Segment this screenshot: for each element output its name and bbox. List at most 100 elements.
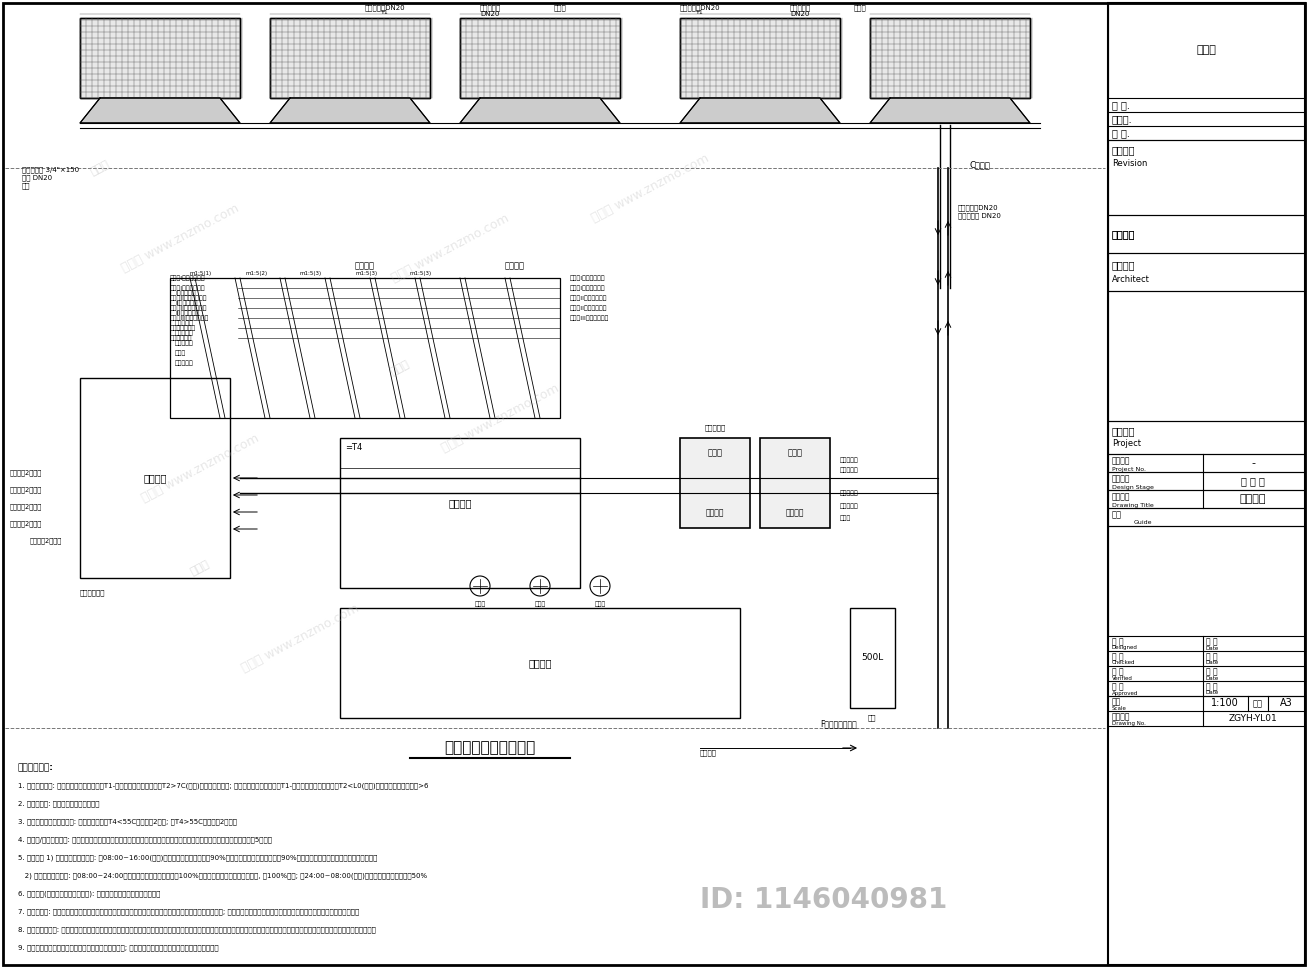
Text: Designed: Designed: [1112, 646, 1138, 650]
Text: 空气能: 空气能: [787, 448, 803, 458]
Text: DN20: DN20: [480, 11, 500, 17]
Bar: [170, 278, 560, 418]
Text: 循环泵: 循环泵: [175, 350, 186, 356]
Text: Scale: Scale: [1112, 706, 1127, 711]
Text: Project No.: Project No.: [1112, 467, 1146, 471]
Text: 燃气锅炉2进水口: 燃气锅炉2进水口: [10, 521, 42, 528]
Text: 流量计III区热水出水管: 流量计III区热水出水管: [170, 316, 209, 320]
Text: 建筑设计: 建筑设计: [1112, 260, 1135, 270]
Text: 流量计II区热水回水管: 流量计II区热水回水管: [570, 305, 607, 311]
Text: 输水管: 输水管: [840, 515, 852, 521]
Text: 集热器: 集热器: [854, 5, 866, 12]
Text: 循环出水管: 循环出水管: [840, 457, 859, 463]
Text: Date: Date: [1206, 660, 1219, 666]
Text: 不锈钢软管 3/4"×150: 不锈钢软管 3/4"×150: [22, 166, 78, 173]
Text: -: -: [1250, 458, 1254, 468]
Text: 1. 太阳能循环泵: 当集热器中传感器温度大T1-储能水箱中传感器温度大T2>7C(可调)差值循环泵启动; 当集热器中传感器温度大T1-储能水箱中传感器温度大T: 1. 太阳能循环泵: 当集热器中传感器温度大T1-储能水箱中传感器温度大T2>7…: [18, 783, 429, 789]
Bar: [80, 18, 239, 98]
Text: 日 期: 日 期: [1206, 682, 1218, 691]
Text: Architect: Architect: [1112, 275, 1150, 284]
Text: 知来网: 知来网: [89, 159, 111, 177]
Text: III区热水水管: III区热水水管: [175, 310, 199, 316]
Text: 知来网 www.znzmo.com: 知来网 www.znzmo.com: [439, 381, 561, 455]
Text: 热泵机组: 热泵机组: [786, 508, 804, 518]
Bar: [340, 608, 740, 718]
Text: 循环泵: 循环泵: [475, 601, 485, 607]
Bar: [269, 18, 430, 98]
Text: 8. 项目中水系统有: 共一套一套。从水量组合对待计算可根据根据根据制太阳能系统控制调控制动动动控组合，以及共计计至到相关建筑土实省控制动动控组件转。三层层上至: 8. 项目中水系统有: 共一套一套。从水量组合对待计算可根据根据根据制太阳能系统…: [18, 926, 375, 933]
Text: 1:100: 1:100: [1211, 699, 1239, 709]
Text: 日 期: 日 期: [1206, 652, 1218, 661]
Text: 设计变更: 设计变更: [1112, 145, 1135, 155]
Text: 循环泵: 循环泵: [594, 601, 606, 607]
Text: 空气能: 空气能: [708, 448, 722, 458]
Text: 循环泵: 循环泵: [535, 601, 545, 607]
Text: 知来网 www.znzmo.com: 知来网 www.znzmo.com: [119, 201, 241, 275]
Polygon shape: [870, 98, 1029, 123]
Text: A3: A3: [1279, 699, 1292, 709]
Text: 自动排气阀DN20: 自动排气阀DN20: [680, 5, 721, 12]
Bar: [1108, 508, 1305, 526]
Text: 集热水箱: 集热水箱: [449, 498, 472, 508]
Text: 冷水补水管: 冷水补水管: [175, 340, 194, 346]
Text: Drawing No.: Drawing No.: [1112, 720, 1146, 725]
Text: 燃气锅炉2进水口: 燃气锅炉2进水口: [10, 503, 42, 510]
Bar: [1108, 472, 1305, 490]
Text: m1:5(3): m1:5(3): [409, 270, 432, 276]
Text: 知来网 www.znzmo.com: 知来网 www.znzmo.com: [239, 601, 361, 675]
Text: 建设单位: 建设单位: [1112, 229, 1135, 239]
Text: 集分水器: 集分水器: [505, 261, 525, 270]
Text: 知来网: 知来网: [188, 559, 211, 577]
Text: 7. 防过热保护: 当前上此装置使用，当太阳能系统低于普通工程储热水箱下限时，太原及靠气锅炉停止工作; 当前前组合总计太阳能文装置系统上调，需待存存至水至工作开: 7. 防过热保护: 当前上此装置使用，当太阳能系统低于普通工程储热水箱下限时，太…: [18, 909, 360, 916]
Text: 蓄能储热罐: 蓄能储热罐: [705, 425, 726, 432]
Text: 知来网 www.znzmo.com: 知来网 www.znzmo.com: [589, 151, 712, 225]
Text: 不锈钢球阀: 不锈钢球阀: [789, 5, 811, 12]
Text: 2) 储能水箱水位控制: 在08:00~24:00可调时，当储能水箱水位低于100%时，老水原乃自由排进水进水止, 至100%停止; 在24:00~08:00(: 2) 储能水箱水位控制: 在08:00~24:00可调时，当储能水箱水位低于10…: [18, 873, 428, 879]
Bar: [460, 18, 620, 98]
Text: Checked: Checked: [1112, 660, 1135, 666]
Text: 自动排气阀DN20: 自动排气阀DN20: [365, 5, 405, 12]
Text: 4. 加补水/用水工作原理: 采用恒液面补水。通过给水系统储热水箱控制阀，来确定水箱控制液位数。因此水位调控相当的于5控制。: 4. 加补水/用水工作原理: 采用恒液面补水。通过给水系统储热水箱控制阀，来确定…: [18, 836, 272, 843]
Text: 流量计III区热水出水管: 流量计III区热水出水管: [570, 316, 610, 320]
Text: 系统运行说明:: 系统运行说明:: [18, 764, 54, 772]
Bar: [850, 608, 895, 708]
Text: =T4: =T4: [345, 443, 362, 452]
Text: Approved: Approved: [1112, 690, 1138, 695]
Bar: [340, 438, 579, 588]
Text: m1:5(1): m1:5(1): [190, 270, 212, 276]
Text: I区热水水管: I区热水水管: [175, 290, 196, 296]
Text: 温控阀连接管: 温控阀连接管: [170, 335, 192, 341]
Bar: [1108, 253, 1305, 291]
Bar: [1108, 490, 1305, 508]
Text: DN20: DN20: [790, 11, 810, 17]
Text: 监 理.: 监 理.: [1112, 128, 1130, 138]
Text: 校 对: 校 对: [1112, 652, 1124, 661]
Bar: [1108, 291, 1305, 421]
Bar: [1108, 140, 1305, 215]
Bar: [680, 18, 840, 98]
Polygon shape: [269, 98, 430, 123]
Text: 蓄能水箱: 蓄能水箱: [528, 658, 552, 668]
Polygon shape: [80, 98, 239, 123]
Bar: [1108, 454, 1305, 472]
Bar: [680, 438, 749, 528]
Text: 9. 本太阳能热水系统暂调查调查编辑，老用灵装置动力; 且大太能能水条下调策到调调调开弃下不全地。: 9. 本太阳能热水系统暂调查调查编辑，老用灵装置动力; 且大太能能水条下调策到调…: [18, 945, 218, 952]
Text: 集热出水管: 集热出水管: [840, 503, 859, 509]
Bar: [680, 18, 840, 98]
Text: 流量计I区热水回水管: 流量计I区热水回水管: [570, 286, 606, 290]
Text: 保护出热循环: 保护出热循环: [80, 590, 106, 596]
Text: 工程编号: 工程编号: [1112, 457, 1130, 466]
Bar: [1108, 3, 1305, 965]
Text: 热泵回水管: 热泵回水管: [175, 360, 194, 366]
Text: 流量计I区热水回水管: 流量计I区热水回水管: [170, 286, 205, 290]
Text: 燃气锅炉2出水口: 燃气锅炉2出水口: [30, 537, 63, 544]
Text: m1:5(2): m1:5(2): [245, 270, 267, 276]
Text: Date: Date: [1206, 676, 1219, 681]
Bar: [460, 18, 620, 98]
Text: F区地下全锅炉层: F区地下全锅炉层: [820, 719, 857, 729]
Text: Revision: Revision: [1112, 159, 1147, 167]
Text: 循环出水管: 循环出水管: [840, 490, 859, 496]
Text: 集热器: 集热器: [553, 5, 566, 12]
Bar: [870, 18, 1029, 98]
Text: 审 查: 审 查: [1112, 668, 1124, 677]
